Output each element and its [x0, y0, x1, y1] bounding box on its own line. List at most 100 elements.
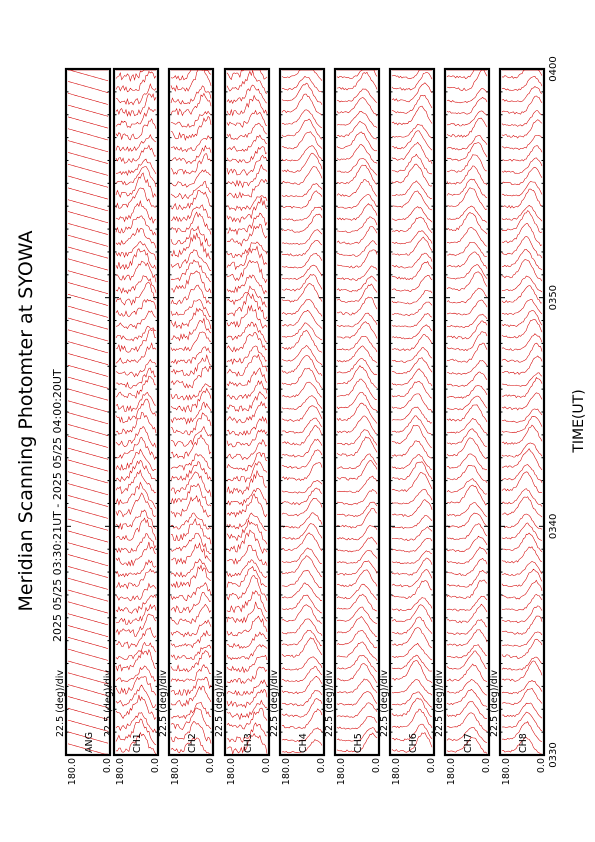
scan-trace: [281, 708, 323, 729]
scan-trace: [336, 194, 378, 209]
scan-trace: [501, 235, 543, 259]
y-tick-label-top: 180.0: [67, 758, 78, 785]
scan-trace: [281, 637, 323, 658]
scan-trace: [336, 131, 378, 152]
scan-trace: [67, 613, 109, 626]
scan-trace: [67, 187, 109, 200]
scan-trace: [226, 292, 268, 320]
scan-trace: [115, 712, 157, 733]
scan-trace: [115, 329, 157, 353]
scan-trace: [501, 205, 543, 222]
scan-trace: [226, 688, 268, 709]
scan-trace: [67, 601, 109, 614]
time-range-label: 2025 05/25 03:30:21UT - 2025 05/25 04:00…: [51, 369, 64, 642]
scan-trace: [170, 383, 212, 401]
scan-trace: [336, 336, 378, 353]
scan-trace: [115, 731, 157, 755]
scan-trace: [281, 109, 323, 128]
scan-trace: [336, 508, 378, 529]
scan-trace: [336, 402, 378, 424]
scan-trace: [170, 707, 212, 731]
scan-trace: [226, 245, 268, 271]
scan-trace: [115, 398, 157, 424]
scan-trace: [336, 569, 378, 587]
scan-trace: [336, 678, 378, 694]
scan-trace: [170, 542, 212, 565]
scan-trace: [67, 577, 109, 590]
y-tick-label-bottom: 0.0: [102, 758, 113, 773]
scan-trace: [170, 664, 212, 682]
scan-trace: [170, 644, 212, 660]
scan-trace: [115, 367, 157, 389]
scan-trace: [226, 134, 268, 152]
scan-trace: [281, 739, 323, 754]
scan-trace: [67, 341, 109, 354]
scan-trace: [281, 594, 323, 614]
scan-trace: [226, 529, 268, 554]
scan-trace: [115, 627, 157, 650]
scan-trace: [67, 317, 109, 330]
panel-frame: [443, 67, 491, 757]
scan-trace: [170, 495, 212, 518]
scan-trace: [391, 415, 433, 436]
scan-trace: [446, 736, 488, 754]
scan-trace: [281, 618, 323, 636]
scan-trace: [170, 69, 212, 92]
scan-trace: [115, 665, 157, 683]
scan-trace: [391, 313, 433, 328]
scan-trace: [170, 558, 212, 578]
scan-trace: [226, 415, 268, 436]
scan-trace: [115, 144, 157, 164]
scan-trace: [502, 448, 543, 471]
scan-trace: [502, 496, 543, 518]
scan-trace: [336, 365, 378, 388]
scan-trace: [336, 120, 378, 140]
scan-trace: [170, 425, 212, 447]
scan-trace: [226, 178, 268, 199]
scan-trace: [391, 290, 433, 305]
scan-trace: [336, 88, 378, 103]
scan-trace: [336, 501, 378, 518]
scan-trace: [391, 368, 433, 387]
scan-trace: [67, 554, 109, 567]
scan-trace: [170, 317, 212, 342]
scan-trace: [170, 259, 212, 283]
scan-trace: [67, 258, 109, 271]
scan-trace: [391, 569, 433, 588]
scan-trace: [446, 502, 488, 518]
scan-trace: [501, 471, 543, 494]
scan-trace: [501, 721, 543, 742]
scan-trace: [170, 284, 211, 305]
scan-trace: [226, 304, 268, 329]
scan-trace: [226, 512, 268, 531]
scan-trace: [281, 299, 323, 317]
scan-trace: [336, 436, 378, 457]
scan-trace: [115, 166, 157, 188]
scan-trace: [391, 130, 433, 151]
scan-trace: [501, 631, 543, 647]
scan-trace: [446, 154, 487, 173]
scan-trace: [67, 471, 109, 484]
scan-trace: [391, 252, 433, 269]
scan-trace: [115, 411, 157, 435]
scan-trace: [170, 354, 212, 376]
scale-label: 22.5 (deg)/div: [55, 670, 66, 737]
scan-trace: [391, 580, 433, 600]
scan-trace: [501, 166, 543, 186]
scan-trace: [391, 515, 433, 529]
channel-label: CH2: [187, 733, 198, 753]
scan-trace: [226, 400, 268, 424]
scan-trace: [115, 541, 157, 567]
scan-trace: [391, 95, 433, 114]
y-tick-label-bottom: 0.0: [426, 758, 437, 773]
scan-trace: [336, 702, 378, 718]
scan-trace: [391, 526, 433, 542]
scan-trace: [446, 395, 488, 411]
scan-trace: [336, 550, 378, 564]
scan-trace: [336, 358, 378, 376]
scan-trace: [501, 95, 543, 115]
scan-trace: [170, 412, 212, 436]
scan-trace: [446, 663, 488, 682]
